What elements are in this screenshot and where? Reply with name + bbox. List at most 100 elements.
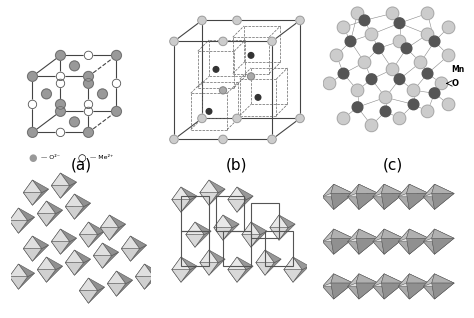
Polygon shape (37, 257, 46, 270)
Polygon shape (242, 222, 260, 235)
Polygon shape (172, 196, 181, 212)
Polygon shape (228, 257, 246, 270)
Polygon shape (117, 280, 133, 296)
Circle shape (213, 66, 219, 72)
Text: ●: ● (28, 153, 36, 162)
Polygon shape (373, 197, 395, 210)
Polygon shape (331, 184, 353, 193)
Polygon shape (79, 287, 89, 303)
Polygon shape (37, 270, 55, 282)
Polygon shape (407, 283, 429, 299)
Polygon shape (334, 238, 353, 254)
Text: ○: ○ (77, 153, 86, 162)
Polygon shape (435, 229, 454, 242)
Polygon shape (384, 184, 404, 197)
Circle shape (55, 107, 65, 116)
Polygon shape (214, 215, 232, 228)
Polygon shape (172, 266, 181, 282)
Polygon shape (214, 215, 223, 228)
Polygon shape (381, 229, 404, 238)
Polygon shape (37, 201, 55, 214)
Polygon shape (435, 283, 454, 299)
Polygon shape (384, 193, 404, 210)
Circle shape (414, 56, 427, 69)
Polygon shape (284, 266, 293, 282)
Polygon shape (356, 184, 379, 193)
Polygon shape (423, 184, 446, 197)
Polygon shape (423, 274, 435, 287)
Polygon shape (102, 243, 118, 256)
Polygon shape (373, 274, 395, 287)
Polygon shape (407, 184, 429, 193)
Polygon shape (322, 242, 345, 254)
Polygon shape (9, 208, 27, 221)
Bar (181, 231, 209, 266)
Circle shape (386, 7, 399, 20)
Circle shape (28, 100, 36, 108)
Circle shape (56, 79, 64, 87)
Polygon shape (322, 238, 334, 254)
Polygon shape (228, 270, 246, 282)
Circle shape (233, 114, 241, 123)
Polygon shape (356, 238, 379, 254)
Circle shape (248, 52, 254, 58)
Polygon shape (373, 274, 384, 287)
Polygon shape (181, 196, 197, 212)
Polygon shape (172, 200, 190, 212)
Polygon shape (398, 229, 410, 242)
Polygon shape (237, 187, 253, 200)
Polygon shape (348, 229, 370, 242)
Circle shape (442, 98, 455, 111)
Circle shape (330, 49, 343, 62)
Polygon shape (121, 236, 140, 249)
Polygon shape (37, 266, 46, 282)
Polygon shape (65, 250, 83, 263)
Circle shape (206, 108, 212, 114)
Circle shape (56, 72, 64, 80)
Polygon shape (65, 194, 74, 207)
Polygon shape (251, 222, 267, 235)
Circle shape (379, 91, 392, 104)
Circle shape (394, 74, 405, 85)
Circle shape (351, 7, 364, 20)
Bar (216, 196, 244, 231)
Text: (b): (b) (226, 158, 248, 173)
Polygon shape (23, 236, 42, 249)
Polygon shape (359, 283, 379, 299)
Circle shape (366, 74, 377, 85)
Polygon shape (423, 287, 446, 299)
Polygon shape (398, 184, 410, 197)
Circle shape (442, 49, 455, 62)
Polygon shape (356, 229, 379, 238)
Polygon shape (108, 280, 117, 296)
Circle shape (198, 114, 206, 123)
Circle shape (421, 105, 434, 118)
Polygon shape (423, 229, 446, 242)
Circle shape (337, 21, 350, 34)
Circle shape (219, 135, 227, 144)
Circle shape (83, 128, 93, 137)
Polygon shape (93, 256, 111, 268)
Polygon shape (251, 231, 267, 247)
Polygon shape (61, 238, 77, 254)
Circle shape (27, 72, 37, 81)
Polygon shape (209, 259, 225, 275)
Polygon shape (331, 238, 353, 254)
Polygon shape (423, 193, 435, 210)
Polygon shape (410, 229, 429, 242)
Polygon shape (51, 238, 61, 254)
Polygon shape (130, 245, 146, 261)
Polygon shape (373, 184, 384, 197)
Circle shape (70, 117, 79, 127)
Text: (a): (a) (71, 158, 92, 173)
Polygon shape (130, 236, 146, 249)
Circle shape (198, 16, 206, 24)
Circle shape (170, 37, 178, 45)
Polygon shape (284, 270, 302, 282)
Polygon shape (398, 274, 410, 287)
Circle shape (84, 107, 93, 115)
Polygon shape (373, 242, 395, 254)
Polygon shape (51, 229, 70, 242)
Polygon shape (270, 215, 288, 228)
Polygon shape (200, 259, 209, 275)
